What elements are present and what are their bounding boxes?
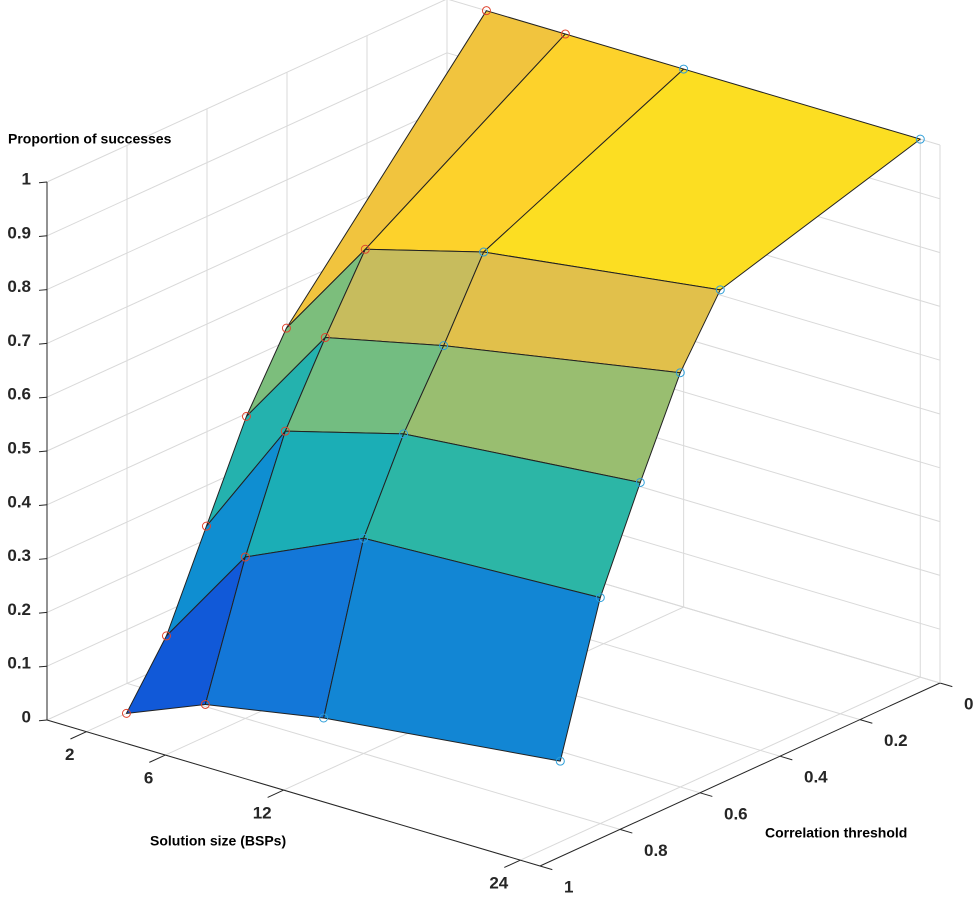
grid-line <box>520 676 921 861</box>
z-tick-label: 0.9 <box>7 223 31 242</box>
z-tick-label: 0.2 <box>7 600 31 619</box>
surface-vertex <box>715 285 725 295</box>
y-axis <box>539 682 941 867</box>
z-tick-label: 0 <box>22 707 31 726</box>
y-tick-label: 0.2 <box>884 731 908 750</box>
z-tick-label: 0.5 <box>7 438 31 457</box>
surface-vertex <box>320 333 330 343</box>
z-tick-label: 0.4 <box>7 492 31 511</box>
z-tick-label: 0.6 <box>7 385 31 404</box>
tick-mark <box>939 682 953 688</box>
y-tick-label: 0.4 <box>804 768 828 787</box>
grid-line <box>126 682 621 830</box>
tick-mark <box>38 396 48 399</box>
tick-mark <box>38 611 48 614</box>
tick-mark <box>38 558 48 560</box>
tick-mark <box>699 792 713 797</box>
x-tick-label: 12 <box>253 804 272 823</box>
x-tick-label: 2 <box>65 745 74 764</box>
surface-vertex <box>200 699 210 709</box>
surface-vertex <box>481 6 491 16</box>
z-tick-label: 0.8 <box>7 277 31 296</box>
grid-line <box>46 106 448 291</box>
surface-vertex <box>161 631 171 641</box>
x-tick-label: 6 <box>144 769 153 788</box>
surface-vertex <box>439 341 449 351</box>
surface-layer <box>121 6 925 766</box>
z-tick-label: 0.7 <box>7 331 31 350</box>
x-axis-label: Solution size (BSPs) <box>150 833 286 849</box>
tick-mark <box>267 789 284 798</box>
z-tick-label: 0.3 <box>7 546 31 565</box>
z-axis-label: Proportion of successes <box>8 131 172 147</box>
tick-mark <box>38 342 48 345</box>
surface-vertex <box>399 429 409 439</box>
tick-mark <box>38 719 48 722</box>
surface-vertex <box>675 368 685 378</box>
surface-vertex <box>121 708 131 718</box>
tick-mark <box>504 859 521 868</box>
surface-vertex <box>635 477 645 487</box>
tick-mark <box>38 289 48 291</box>
tick-mark <box>619 828 633 834</box>
tick-mark <box>779 755 793 761</box>
y-tick-label: 0.8 <box>644 841 668 860</box>
tick-mark <box>70 731 87 740</box>
tick-mark <box>38 450 48 453</box>
x-tick-label: 24 <box>489 874 508 893</box>
grid-line <box>46 52 448 237</box>
tick-mark <box>149 754 166 763</box>
tick-mark <box>38 181 48 184</box>
surface-vertex <box>241 411 251 421</box>
surface-vertex <box>479 247 489 257</box>
surface-vertex <box>240 552 250 562</box>
surface-vertex <box>915 134 925 144</box>
x-axis <box>46 719 541 867</box>
grid-line <box>46 0 447 183</box>
y-tick-label: 1 <box>564 877 573 896</box>
tick-mark <box>539 865 553 871</box>
tick-mark <box>38 665 48 668</box>
y-tick-label: 0.6 <box>724 804 748 823</box>
surface-vertex <box>679 64 689 74</box>
surface-vertex <box>201 521 211 531</box>
tick-mark <box>38 235 48 238</box>
tick-mark <box>38 504 48 507</box>
surface-face <box>323 537 601 762</box>
surface-vertex <box>319 713 329 723</box>
surface-vertex <box>281 323 291 333</box>
surface-vertex <box>359 533 369 543</box>
tick-mark <box>859 719 873 724</box>
surface-vertex <box>595 593 605 603</box>
surface-vertex <box>560 29 570 39</box>
surface-vertex <box>555 756 565 766</box>
y-tick-label: 0 <box>964 694 973 713</box>
z-tick-label: 0.1 <box>7 654 31 673</box>
z-tick-label: 1 <box>22 169 31 188</box>
y-axis-label: Correlation threshold <box>765 825 907 841</box>
surface-vertex <box>280 426 290 436</box>
surface-vertex <box>360 244 370 254</box>
